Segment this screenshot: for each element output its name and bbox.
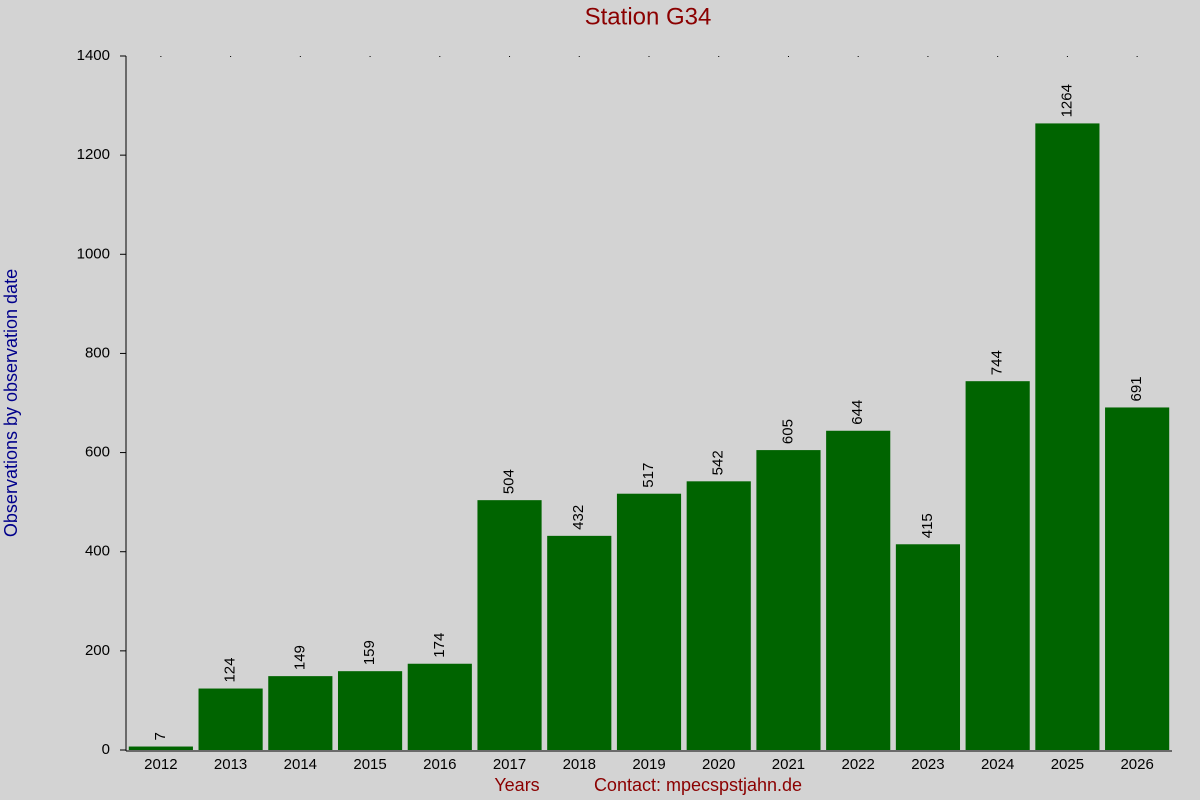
- y-axis-label: Observations by observation date: [1, 269, 21, 537]
- x-tick-label: 2020: [702, 756, 735, 773]
- top-dot: [1066, 56, 1068, 57]
- bar: [1035, 123, 1100, 751]
- bar: [965, 381, 1030, 750]
- x-tick-label: 2015: [353, 756, 386, 773]
- data-label: 744: [989, 350, 1006, 375]
- data-label: 124: [222, 658, 239, 683]
- contact: Contact: mpecspstjahn.de: [594, 775, 802, 795]
- bar: [477, 500, 542, 750]
- data-label: 644: [849, 400, 866, 425]
- data-label: 517: [640, 463, 657, 488]
- x-tick-label: 2021: [772, 756, 805, 773]
- top-dot: [997, 56, 999, 57]
- data-label: 542: [710, 450, 727, 475]
- bar: [616, 493, 682, 750]
- top-dot: [299, 56, 301, 57]
- data-label: 504: [501, 469, 518, 494]
- data-label: 605: [779, 419, 796, 444]
- x-axis-label: Years: [494, 775, 539, 795]
- y-tick-label: 400: [85, 543, 110, 560]
- x-tick-label: 2023: [911, 756, 944, 773]
- y-tick-label: 600: [85, 444, 110, 461]
- x-tick-label: 2016: [423, 756, 456, 773]
- top-dot: [927, 56, 929, 57]
- data-label: 691: [1128, 376, 1145, 401]
- y-tick-label: 1000: [77, 245, 110, 262]
- x-tick-label: 2022: [842, 756, 875, 773]
- data-label: 7: [152, 732, 169, 740]
- top-dot: [578, 56, 580, 57]
- top-dot: [857, 56, 859, 57]
- x-tick-label: 2018: [563, 756, 596, 773]
- bar: [1105, 407, 1170, 750]
- x-tick-label: 2024: [981, 756, 1014, 773]
- y-tick-label: 1400: [77, 47, 110, 64]
- y-tick-label: 200: [85, 642, 110, 659]
- top-dot: [369, 56, 371, 57]
- y-tick-label: 800: [85, 344, 110, 361]
- x-tick-label: 2017: [493, 756, 526, 773]
- data-label: 432: [570, 505, 587, 530]
- x-tick-label: 2026: [1120, 756, 1153, 773]
- data-label: 159: [361, 640, 378, 665]
- data-label: 174: [431, 633, 448, 658]
- x-tick-label: 2019: [632, 756, 665, 773]
- top-dot: [718, 56, 720, 57]
- data-label: 149: [291, 645, 308, 670]
- bar: [407, 663, 472, 750]
- x-tick-label: 2025: [1051, 756, 1084, 773]
- y-tick-label: 1200: [77, 146, 110, 163]
- bar: [895, 544, 961, 750]
- bar: [337, 671, 403, 750]
- data-label: 1264: [1058, 84, 1075, 117]
- data-label: 415: [919, 513, 936, 538]
- bar: [686, 481, 751, 750]
- x-tick-label: 2013: [214, 756, 247, 773]
- top-dot: [509, 56, 511, 57]
- top-dot: [439, 56, 441, 57]
- top-dot: [787, 56, 789, 57]
- x-tick-label: 2014: [284, 756, 317, 773]
- bar: [128, 746, 193, 750]
- chart-title: Station G34: [585, 3, 712, 30]
- top-dot: [230, 56, 232, 57]
- x-tick-label: 2012: [144, 756, 177, 773]
- y-tick-label: 0: [102, 741, 110, 758]
- top-dot: [1136, 56, 1138, 57]
- top-dot: [160, 56, 162, 57]
- bar: [756, 450, 821, 750]
- bar: [826, 430, 891, 750]
- bar: [547, 535, 612, 750]
- bar: [198, 688, 263, 750]
- top-dot: [648, 56, 650, 57]
- bar: [268, 676, 333, 750]
